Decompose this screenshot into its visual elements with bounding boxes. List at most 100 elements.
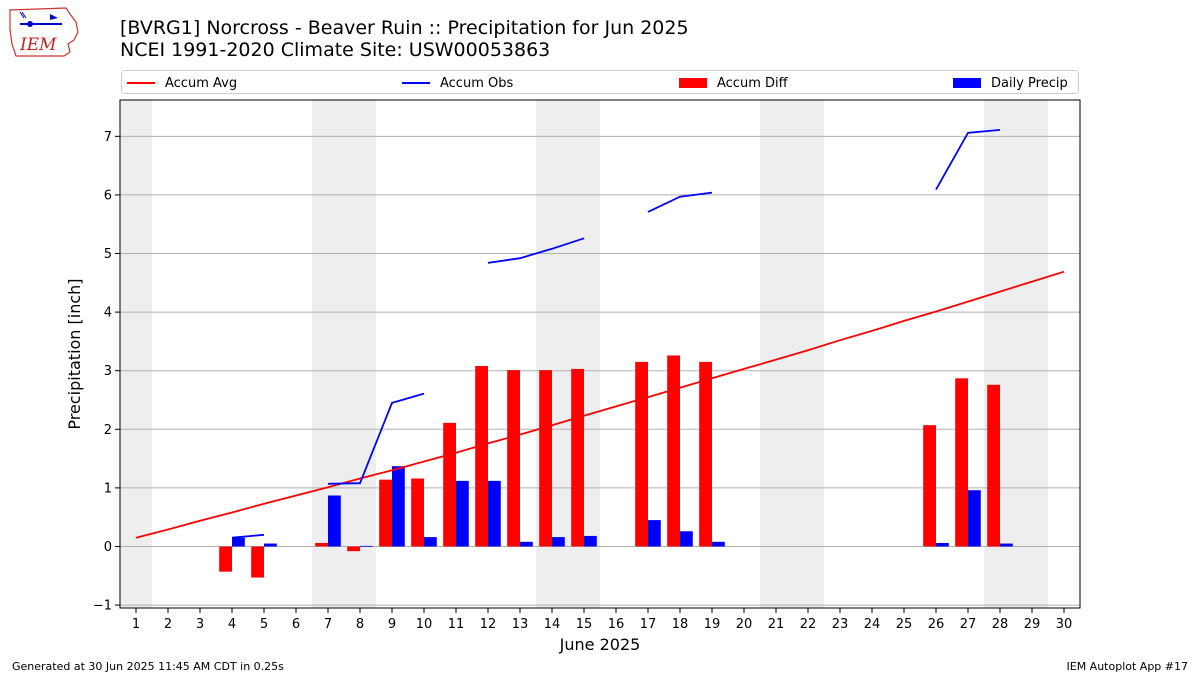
legend-swatch-daily-precip bbox=[953, 78, 981, 88]
accum-diff-bar bbox=[955, 378, 968, 547]
chart-title-line1: [BVRG1] Norcross - Beaver Ruin :: Precip… bbox=[120, 17, 689, 39]
x-tick-label: 27 bbox=[960, 617, 977, 632]
accum-diff-bar bbox=[507, 370, 520, 547]
daily-precip-bar bbox=[232, 537, 245, 547]
accum-obs-line bbox=[231, 533, 265, 539]
y-tick-label: 1 bbox=[104, 481, 112, 496]
footer-generated: Generated at 30 Jun 2025 11:45 AM CDT in… bbox=[12, 660, 284, 673]
accum-obs-line bbox=[487, 237, 585, 264]
legend-item-accum-avg: Accum Avg bbox=[127, 74, 237, 92]
x-tick-label: 19 bbox=[704, 617, 721, 632]
daily-precip-bar bbox=[488, 480, 501, 547]
x-tick-label: 1 bbox=[132, 617, 140, 632]
x-tick-label: 25 bbox=[896, 617, 913, 632]
accum-diff-bar bbox=[219, 546, 232, 572]
x-tick-label: 3 bbox=[196, 617, 204, 632]
daily-precip-bar bbox=[392, 466, 405, 547]
weekend-shade bbox=[312, 100, 376, 608]
weekend-shading bbox=[120, 100, 1048, 608]
x-tick-label: 16 bbox=[608, 617, 625, 632]
daily-precip-bar bbox=[456, 480, 469, 547]
daily-precip-bar bbox=[1000, 543, 1013, 547]
x-tick-label: 20 bbox=[736, 617, 753, 632]
daily-precip-bar bbox=[648, 520, 661, 547]
x-tick-label: 14 bbox=[544, 617, 561, 632]
x-tick-label: 23 bbox=[832, 617, 849, 632]
daily-precip-bar bbox=[424, 537, 437, 547]
x-tick-label: 30 bbox=[1056, 617, 1073, 632]
legend-swatch-accum-avg bbox=[127, 82, 155, 84]
x-tick-label: 6 bbox=[292, 617, 300, 632]
y-tick-label: −1 bbox=[93, 599, 112, 614]
x-tick-label: 21 bbox=[768, 617, 785, 632]
chart-legend: Accum Avg Accum Obs Accum Diff Daily Pre… bbox=[121, 70, 1079, 94]
x-tick-label: 22 bbox=[800, 617, 817, 632]
y-axis-label: Precipitation [inch] bbox=[65, 278, 84, 429]
x-tick-label: 26 bbox=[928, 617, 945, 632]
legend-label-daily-precip: Daily Precip bbox=[991, 75, 1068, 91]
x-tick-label: 29 bbox=[1024, 617, 1041, 632]
legend-item-accum-obs: Accum Obs bbox=[402, 74, 513, 92]
accum-diff-bar bbox=[571, 368, 584, 547]
x-tick-label: 8 bbox=[356, 617, 364, 632]
daily-precip-bar bbox=[360, 545, 373, 547]
iem-logo: IEM bbox=[9, 7, 79, 57]
accum-diff-bar bbox=[251, 546, 264, 578]
daily-precip-bar bbox=[328, 495, 341, 547]
y-tick-label: 3 bbox=[104, 364, 112, 379]
legend-label-accum-diff: Accum Diff bbox=[717, 75, 788, 91]
weekend-shade bbox=[120, 100, 152, 608]
daily-precip-bar bbox=[264, 543, 277, 547]
accum-diff-bar bbox=[443, 422, 456, 547]
x-axis-label: June 2025 bbox=[559, 635, 641, 654]
chart-title-line2: NCEI 1991-2020 Climate Site: USW00053863 bbox=[120, 39, 551, 61]
accum-diff-bar bbox=[987, 384, 1000, 547]
daily-precip-bar bbox=[936, 542, 949, 547]
x-tick-label: 9 bbox=[388, 617, 396, 632]
daily-precip-bar bbox=[584, 535, 597, 547]
x-tick-label: 18 bbox=[672, 617, 689, 632]
accum-obs-line bbox=[327, 392, 425, 485]
x-tick-label: 13 bbox=[512, 617, 529, 632]
x-tick-label: 4 bbox=[228, 617, 236, 632]
daily-precip-bar bbox=[520, 541, 533, 547]
accum-diff-bar bbox=[347, 546, 360, 552]
daily-precip-bar bbox=[712, 541, 725, 547]
y-tick-label: 6 bbox=[104, 188, 112, 203]
footer-app: IEM Autoplot App #17 bbox=[1066, 660, 1189, 673]
axes bbox=[115, 99, 1081, 613]
x-tick-label: 2 bbox=[164, 617, 172, 632]
accum-diff-bar bbox=[699, 361, 712, 547]
bar-series bbox=[219, 355, 1013, 578]
legend-swatch-accum-obs bbox=[402, 82, 430, 84]
accum-diff-bar bbox=[923, 425, 936, 547]
legend-item-daily-precip: Daily Precip bbox=[953, 74, 1068, 92]
grid-lines bbox=[120, 135, 1080, 606]
line-series bbox=[135, 129, 1065, 539]
chart-title: [BVRG1] Norcross - Beaver Ruin :: Precip… bbox=[120, 17, 689, 61]
accum-obs-line bbox=[647, 191, 713, 213]
x-tick-label: 24 bbox=[864, 617, 881, 632]
y-tick-label: 5 bbox=[104, 247, 112, 262]
y-tick-label: 0 bbox=[104, 540, 112, 555]
legend-swatch-accum-diff bbox=[679, 78, 707, 88]
accum-obs-line bbox=[935, 129, 1001, 191]
logo-text: IEM bbox=[19, 35, 57, 55]
x-tick-label: 5 bbox=[260, 617, 268, 632]
accum-diff-bar bbox=[635, 361, 648, 547]
legend-label-accum-avg: Accum Avg bbox=[165, 75, 238, 91]
y-tick-label: 7 bbox=[104, 130, 112, 145]
daily-precip-bar bbox=[968, 490, 981, 547]
legend-item-accum-diff: Accum Diff bbox=[679, 74, 788, 92]
accum-diff-bar bbox=[411, 478, 424, 547]
y-tick-label: 4 bbox=[104, 306, 112, 321]
x-tick-label: 17 bbox=[640, 617, 657, 632]
y-tick-label: 2 bbox=[104, 423, 112, 438]
x-tick-label: 7 bbox=[324, 617, 332, 632]
legend-label-accum-obs: Accum Obs bbox=[440, 75, 514, 91]
accum-diff-bar bbox=[667, 355, 680, 547]
daily-precip-bar bbox=[552, 537, 565, 547]
accum-diff-bar bbox=[539, 370, 552, 547]
